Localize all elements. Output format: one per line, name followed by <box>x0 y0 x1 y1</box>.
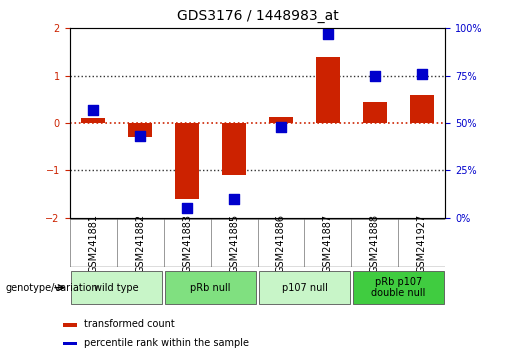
Point <box>277 124 285 130</box>
Text: GSM241883: GSM241883 <box>182 214 192 273</box>
Point <box>324 31 332 37</box>
Text: GSM241887: GSM241887 <box>323 214 333 273</box>
Bar <box>128 123 152 137</box>
Text: GSM241927: GSM241927 <box>417 214 427 273</box>
FancyBboxPatch shape <box>165 271 255 304</box>
Bar <box>269 117 293 123</box>
Text: GSM241885: GSM241885 <box>229 214 239 273</box>
Bar <box>175 123 199 199</box>
FancyBboxPatch shape <box>72 271 162 304</box>
Text: p107 null: p107 null <box>282 282 328 293</box>
Bar <box>63 342 77 346</box>
Point <box>89 107 97 113</box>
Bar <box>410 95 434 123</box>
Text: GSM241886: GSM241886 <box>276 214 286 273</box>
Point <box>136 133 144 139</box>
Point <box>371 73 379 79</box>
FancyBboxPatch shape <box>260 271 350 304</box>
Text: wild type: wild type <box>94 282 139 293</box>
Bar <box>316 57 340 123</box>
Text: GSM241881: GSM241881 <box>88 214 98 273</box>
Text: GSM241882: GSM241882 <box>135 214 145 273</box>
Text: genotype/variation: genotype/variation <box>5 282 98 293</box>
Text: GSM241888: GSM241888 <box>370 214 380 273</box>
Bar <box>81 118 105 123</box>
Point <box>418 71 426 76</box>
Text: pRb p107
double null: pRb p107 double null <box>371 277 426 298</box>
Text: percentile rank within the sample: percentile rank within the sample <box>84 338 249 348</box>
Point <box>183 205 191 211</box>
Point <box>230 196 238 202</box>
Text: transformed count: transformed count <box>84 319 175 329</box>
Bar <box>222 123 246 175</box>
Bar <box>63 323 77 327</box>
Text: pRb null: pRb null <box>190 282 231 293</box>
Bar <box>363 102 387 123</box>
FancyBboxPatch shape <box>353 271 443 304</box>
Text: GDS3176 / 1448983_at: GDS3176 / 1448983_at <box>177 9 338 23</box>
